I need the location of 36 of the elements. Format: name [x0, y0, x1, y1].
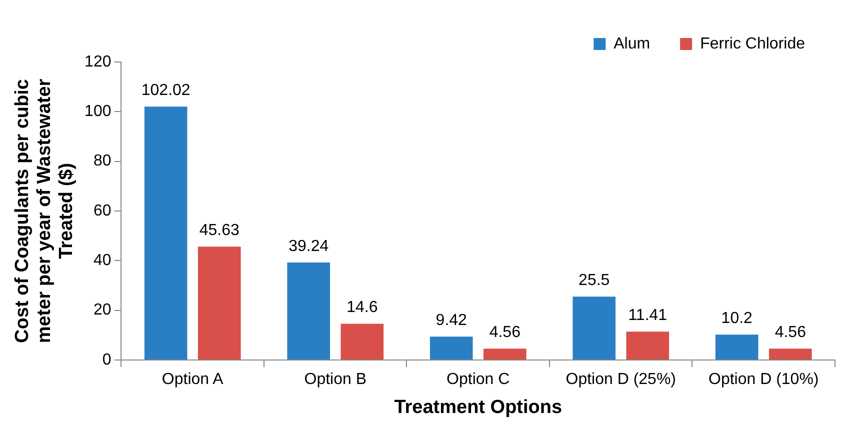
bar [768, 348, 812, 360]
bar [483, 348, 526, 360]
data-label: 10.2 [721, 310, 753, 328]
y-tick-label: 40 [93, 252, 112, 270]
legend-label: Ferric Chloride [700, 35, 806, 52]
y-tick-label: 100 [84, 103, 112, 120]
y-tick-label: 20 [93, 302, 112, 319]
bar [340, 324, 384, 360]
data-label: 45.63 [199, 222, 240, 240]
bar [144, 106, 188, 360]
data-label: 25.5 [578, 272, 610, 290]
legend-label: Alum [614, 35, 650, 52]
bar [430, 336, 473, 360]
x-axis-title: Treatment Options [394, 396, 562, 418]
y-tick-label: 120 [84, 53, 112, 70]
data-label: 14.6 [346, 299, 378, 316]
bar [715, 334, 758, 360]
data-label: 11.41 [628, 307, 668, 324]
y-tick-label: 80 [93, 152, 112, 170]
x-tick-label: Option D (25%) [566, 371, 676, 388]
bar [572, 296, 616, 360]
data-label: 102.02 [141, 82, 190, 100]
bar [626, 332, 670, 360]
y-tick-label: 0 [102, 351, 112, 368]
data-label: 39.24 [288, 238, 329, 255]
bar [198, 246, 241, 360]
x-tick-label: Option C [446, 371, 510, 388]
data-label: 4.56 [774, 324, 806, 342]
y-tick-label: 60 [93, 202, 112, 220]
data-label: 9.42 [436, 312, 468, 330]
data-label: 4.56 [489, 324, 521, 342]
x-tick-label: Option A [162, 371, 224, 388]
x-tick-label: Option D (10%) [708, 371, 819, 388]
bar [287, 262, 330, 360]
x-tick-label: Option B [304, 371, 367, 388]
y-axis-title: Cost of Coagulants per cubic meter per year of Wastewater Treated ($) [12, 78, 77, 344]
